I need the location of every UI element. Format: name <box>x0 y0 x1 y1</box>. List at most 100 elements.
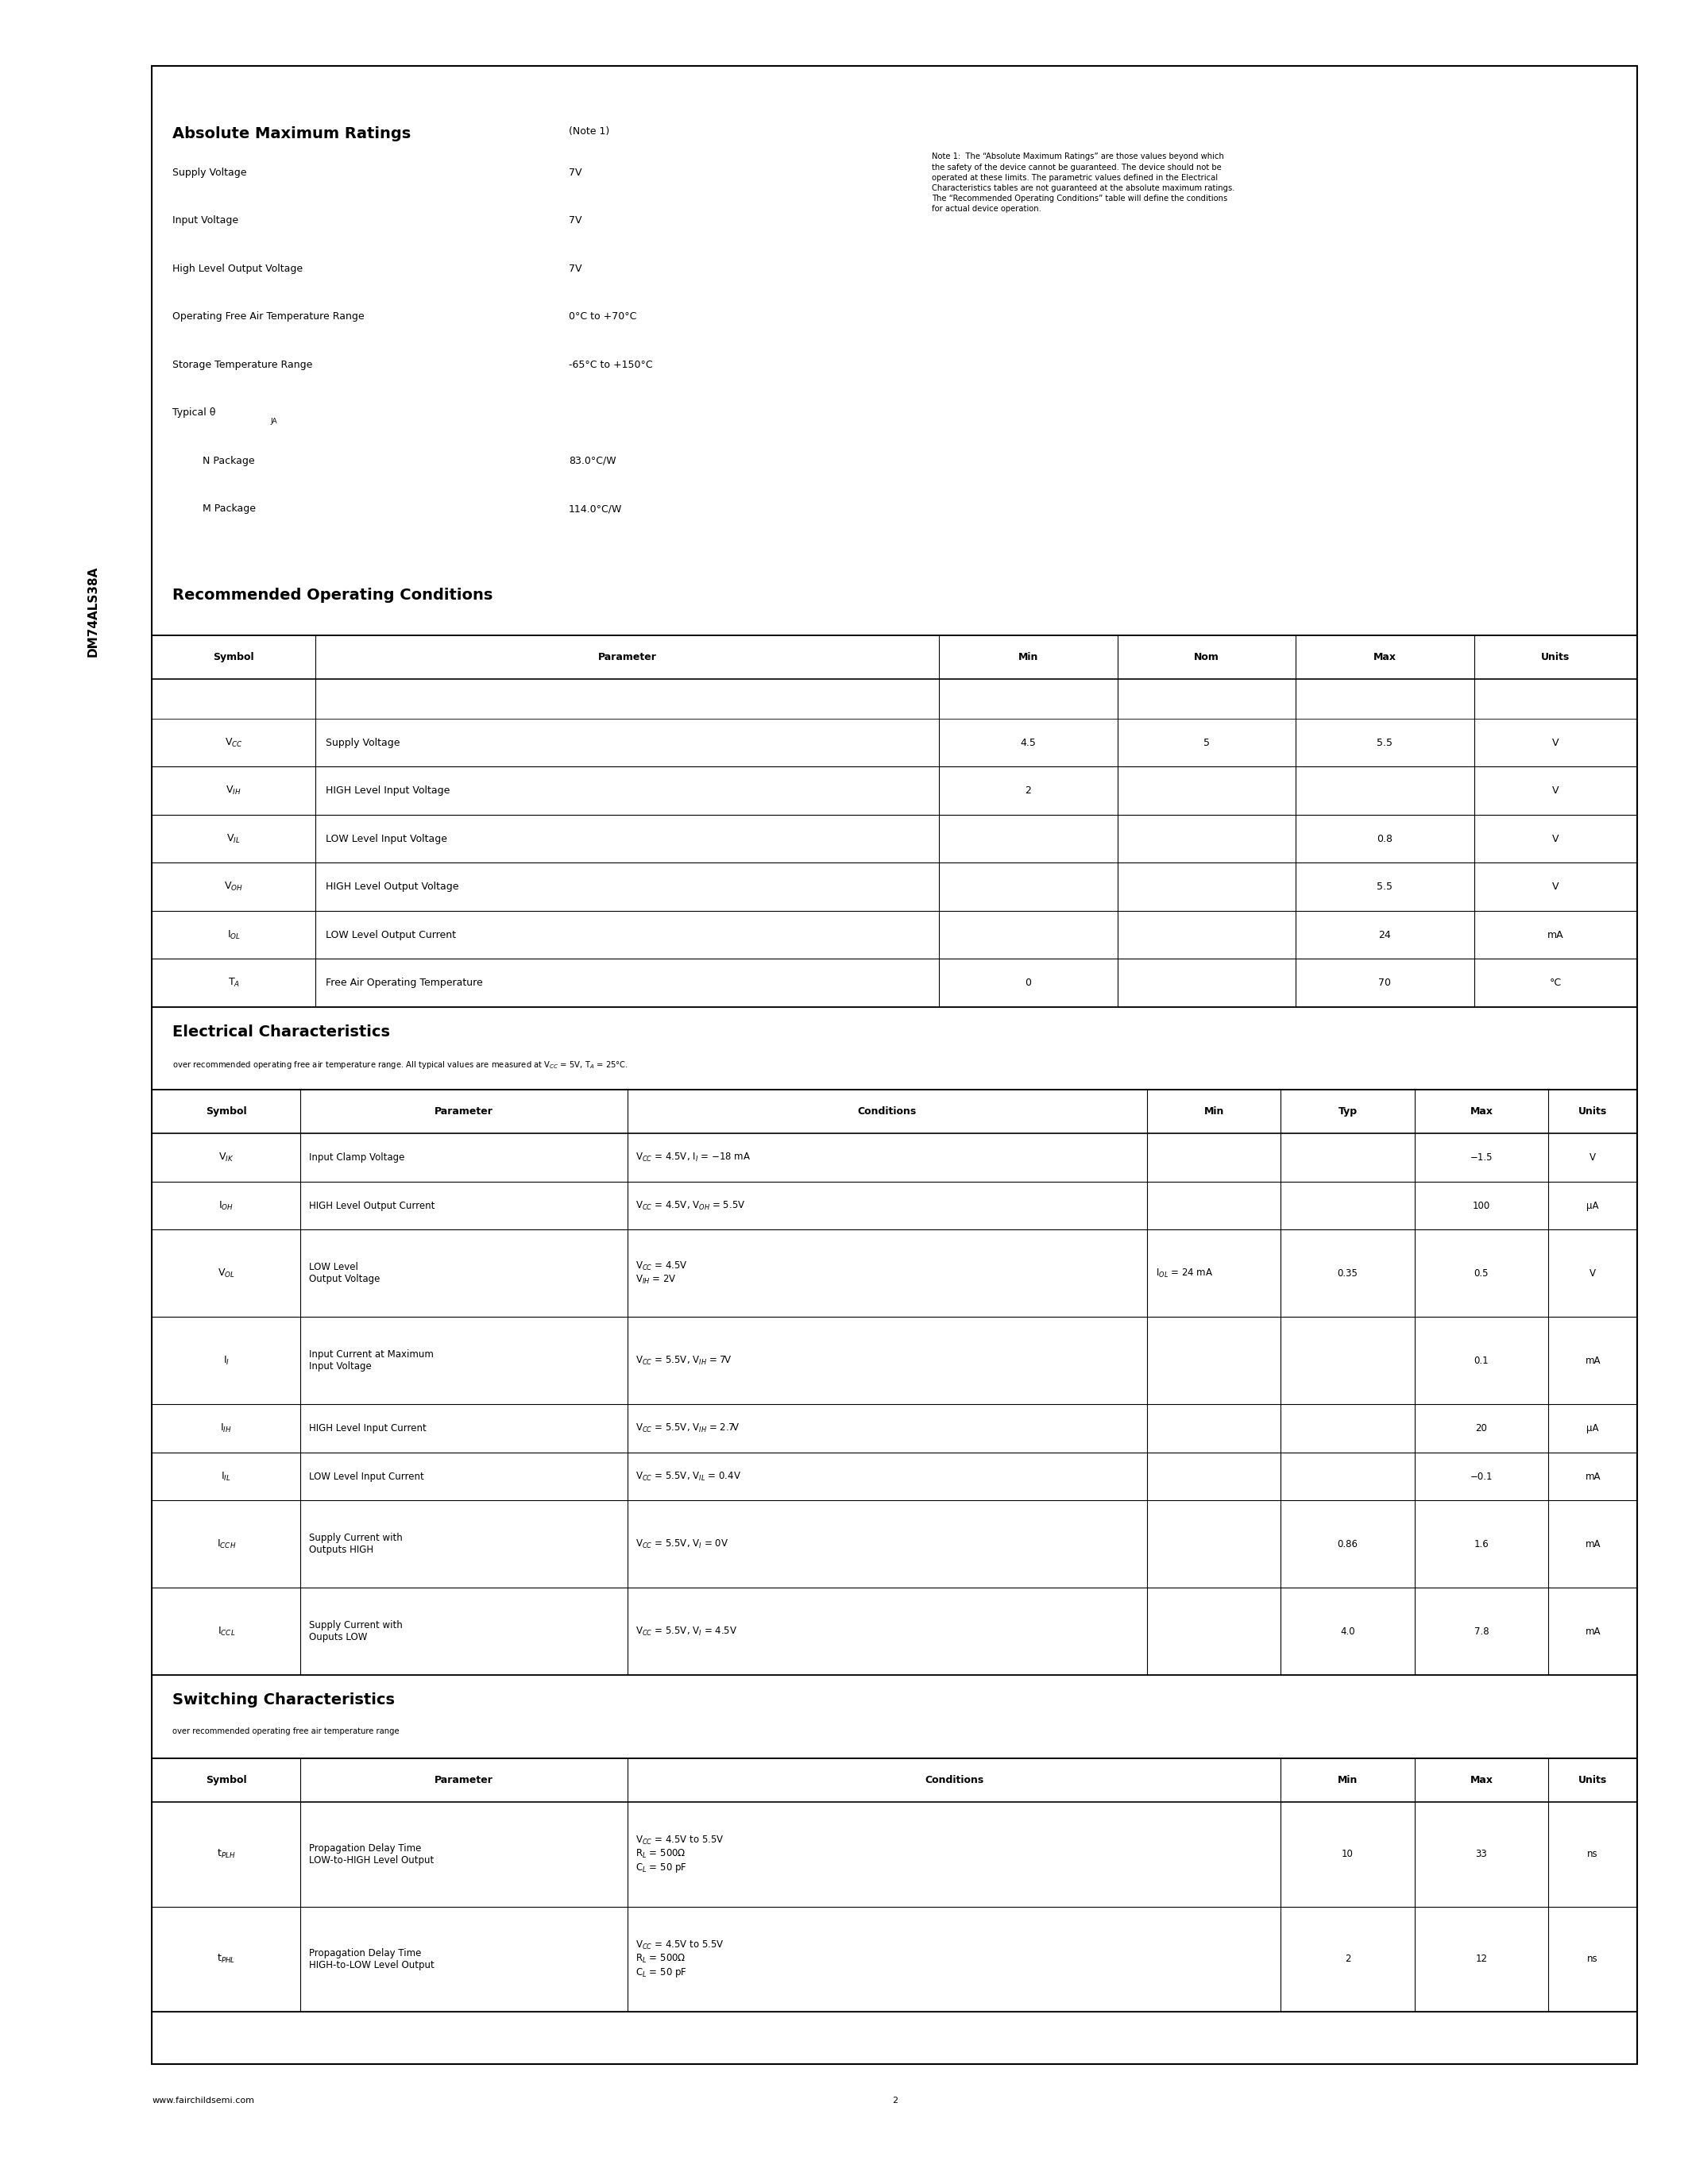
Text: over recommended operating free air temperature range. All typical values are me: over recommended operating free air temp… <box>172 1059 628 1070</box>
Text: Max: Max <box>1374 653 1396 662</box>
Text: over recommended operating free air temperature range: over recommended operating free air temp… <box>172 1728 398 1736</box>
Text: Input Voltage: Input Voltage <box>172 216 238 225</box>
Text: V$_{CC}$ = 4.5V, I$_I$ = −18 mA: V$_{CC}$ = 4.5V, I$_I$ = −18 mA <box>636 1151 751 1164</box>
Text: 5.5: 5.5 <box>1377 882 1393 891</box>
Text: I$_{OL}$: I$_{OL}$ <box>226 928 240 941</box>
Text: I$_{IH}$: I$_{IH}$ <box>221 1422 231 1435</box>
Text: I$_{IL}$: I$_{IL}$ <box>221 1470 231 1483</box>
Text: t$_{PHL}$: t$_{PHL}$ <box>218 1952 235 1966</box>
Text: mA: mA <box>1585 1356 1600 1365</box>
Text: 0.86: 0.86 <box>1337 1540 1359 1548</box>
Text: Free Air Operating Temperature: Free Air Operating Temperature <box>326 978 483 987</box>
Text: 0.35: 0.35 <box>1337 1269 1357 1278</box>
Text: Switching Characteristics: Switching Characteristics <box>172 1693 395 1708</box>
Text: V$_{CC}$ = 4.5V to 5.5V
R$_L$ = 500Ω
C$_L$ = 50 pF: V$_{CC}$ = 4.5V to 5.5V R$_L$ = 500Ω C$_… <box>636 1835 724 1874</box>
Text: Nom: Nom <box>1193 653 1219 662</box>
Bar <box>152 1090 1637 1675</box>
Text: 0: 0 <box>1025 978 1031 987</box>
Text: High Level Output Voltage: High Level Output Voltage <box>172 264 302 273</box>
Text: −1.5: −1.5 <box>1470 1153 1492 1162</box>
Text: Units: Units <box>1541 653 1570 662</box>
Text: I$_{CCL}$: I$_{CCL}$ <box>218 1625 235 1638</box>
Text: Input Current at Maximum
Input Voltage: Input Current at Maximum Input Voltage <box>309 1350 434 1372</box>
Text: 24: 24 <box>1379 930 1391 939</box>
Text: V$_{CC}$ = 4.5V
V$_{IH}$ = 2V: V$_{CC}$ = 4.5V V$_{IH}$ = 2V <box>636 1260 689 1286</box>
Text: t$_{PLH}$: t$_{PLH}$ <box>216 1848 236 1861</box>
Text: Supply Current with
Outputs HIGH: Supply Current with Outputs HIGH <box>309 1533 402 1555</box>
Text: 5.5: 5.5 <box>1377 738 1393 747</box>
Text: mA: mA <box>1585 1627 1600 1636</box>
Text: Typical θ: Typical θ <box>172 408 216 417</box>
Text: N Package: N Package <box>203 456 255 465</box>
Text: V$_{CC}$: V$_{CC}$ <box>225 736 243 749</box>
Bar <box>152 1758 1637 2011</box>
Text: 114.0°C/W: 114.0°C/W <box>569 505 623 513</box>
Text: 7V: 7V <box>569 264 582 273</box>
Text: Min: Min <box>1018 653 1038 662</box>
Text: 70: 70 <box>1379 978 1391 987</box>
Text: (Note 1): (Note 1) <box>569 127 609 138</box>
Text: V: V <box>1553 738 1560 747</box>
Text: HIGH Level Input Current: HIGH Level Input Current <box>309 1424 427 1433</box>
Text: Parameter: Parameter <box>598 653 657 662</box>
Text: I$_{OL}$ = 24 mA: I$_{OL}$ = 24 mA <box>1156 1267 1214 1280</box>
Text: 4.5: 4.5 <box>1021 738 1036 747</box>
Text: V$_{CC}$ = 4.5V, V$_{OH}$ = 5.5V: V$_{CC}$ = 4.5V, V$_{OH}$ = 5.5V <box>636 1199 746 1212</box>
Text: 83.0°C/W: 83.0°C/W <box>569 456 616 465</box>
Text: Propagation Delay Time
HIGH-to-LOW Level Output: Propagation Delay Time HIGH-to-LOW Level… <box>309 1948 434 1970</box>
Text: mA: mA <box>1585 1540 1600 1548</box>
Text: Propagation Delay Time
LOW-to-HIGH Level Output: Propagation Delay Time LOW-to-HIGH Level… <box>309 1843 434 1865</box>
Text: T$_A$: T$_A$ <box>228 976 240 989</box>
Text: Typ: Typ <box>1339 1107 1357 1116</box>
Text: 20: 20 <box>1475 1424 1487 1433</box>
Text: DM74ALS38A: DM74ALS38A <box>86 566 100 657</box>
Text: 10: 10 <box>1342 1850 1354 1859</box>
Text: Max: Max <box>1470 1776 1492 1784</box>
Text: LOW Level Input Current: LOW Level Input Current <box>309 1472 424 1481</box>
Text: V: V <box>1590 1153 1595 1162</box>
Text: Storage Temperature Range: Storage Temperature Range <box>172 360 312 369</box>
Text: V: V <box>1553 882 1560 891</box>
Text: V$_{CC}$ = 5.5V, V$_{IL}$ = 0.4V: V$_{CC}$ = 5.5V, V$_{IL}$ = 0.4V <box>636 1470 741 1483</box>
Text: Input Clamp Voltage: Input Clamp Voltage <box>309 1153 405 1162</box>
Text: 5: 5 <box>1204 738 1210 747</box>
Text: 0.1: 0.1 <box>1474 1356 1489 1365</box>
Text: −0.1: −0.1 <box>1470 1472 1492 1481</box>
Text: Max: Max <box>1470 1107 1492 1116</box>
Bar <box>152 66 1637 2064</box>
Text: V$_{IL}$: V$_{IL}$ <box>226 832 241 845</box>
Text: V$_{CC}$ = 5.5V, V$_{IH}$ = 2.7V: V$_{CC}$ = 5.5V, V$_{IH}$ = 2.7V <box>636 1422 741 1435</box>
Text: μA: μA <box>1587 1424 1599 1433</box>
Text: I$_{OH}$: I$_{OH}$ <box>219 1199 233 1212</box>
Text: 12: 12 <box>1475 1955 1487 1963</box>
Text: μA: μA <box>1587 1201 1599 1210</box>
Text: 33: 33 <box>1475 1850 1487 1859</box>
Text: 0.8: 0.8 <box>1377 834 1393 843</box>
Text: JA: JA <box>270 417 277 426</box>
Text: V$_{CC}$ = 5.5V, V$_I$ = 0V: V$_{CC}$ = 5.5V, V$_I$ = 0V <box>636 1538 729 1551</box>
Text: Supply Current with
Ouputs LOW: Supply Current with Ouputs LOW <box>309 1621 402 1642</box>
Text: 0.5: 0.5 <box>1474 1269 1489 1278</box>
Text: Electrical Characteristics: Electrical Characteristics <box>172 1024 390 1040</box>
Text: 2: 2 <box>1025 786 1031 795</box>
Text: Conditions: Conditions <box>925 1776 984 1784</box>
Text: Symbol: Symbol <box>213 653 255 662</box>
Text: mA: mA <box>1585 1472 1600 1481</box>
Text: Supply Voltage: Supply Voltage <box>326 738 400 747</box>
Text: I$_I$: I$_I$ <box>223 1354 230 1367</box>
Text: HIGH Level Output Current: HIGH Level Output Current <box>309 1201 436 1210</box>
Text: V$_{CC}$ = 5.5V, V$_{IH}$ = 7V: V$_{CC}$ = 5.5V, V$_{IH}$ = 7V <box>636 1354 733 1367</box>
Text: V$_{CC}$ = 4.5V to 5.5V
R$_L$ = 500Ω
C$_L$ = 50 pF: V$_{CC}$ = 4.5V to 5.5V R$_L$ = 500Ω C$_… <box>636 1939 724 1979</box>
Text: 7.8: 7.8 <box>1474 1627 1489 1636</box>
Text: V$_{CC}$ = 5.5V, V$_I$ = 4.5V: V$_{CC}$ = 5.5V, V$_I$ = 4.5V <box>636 1625 738 1638</box>
Text: mA: mA <box>1548 930 1563 939</box>
Text: M Package: M Package <box>203 505 257 513</box>
Text: Supply Voltage: Supply Voltage <box>172 168 246 177</box>
Text: Conditions: Conditions <box>858 1107 917 1116</box>
Text: V$_{IH}$: V$_{IH}$ <box>226 784 241 797</box>
Text: 100: 100 <box>1472 1201 1491 1210</box>
Text: Symbol: Symbol <box>206 1107 246 1116</box>
Text: 7V: 7V <box>569 168 582 177</box>
Text: -65°C to +150°C: -65°C to +150°C <box>569 360 653 369</box>
Text: Absolute Maximum Ratings: Absolute Maximum Ratings <box>172 127 410 142</box>
